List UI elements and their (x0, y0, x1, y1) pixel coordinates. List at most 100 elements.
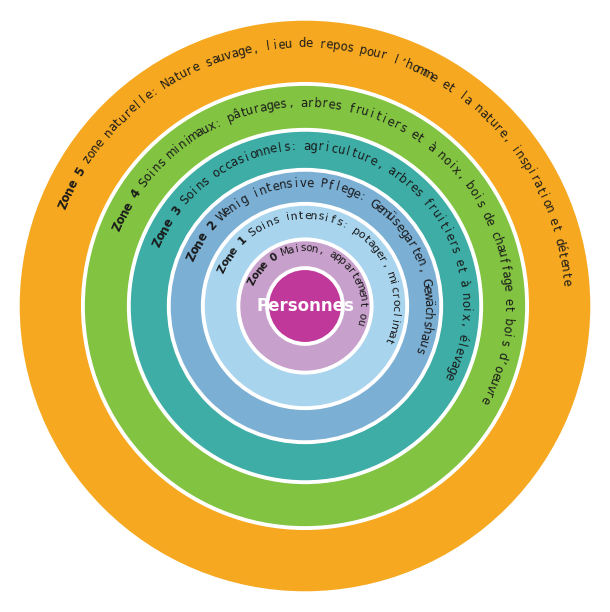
Text: m: m (376, 204, 393, 222)
Text: p: p (519, 160, 534, 173)
Text: r: r (404, 239, 418, 250)
Text: o: o (154, 230, 169, 242)
Text: u: u (199, 122, 212, 136)
Text: o: o (339, 40, 348, 54)
Text: t: t (445, 81, 456, 95)
Text: i: i (433, 214, 446, 224)
Text: o: o (355, 229, 367, 241)
Text: ü: ü (383, 210, 397, 225)
Text: t: t (407, 245, 422, 255)
Circle shape (203, 204, 407, 408)
Text: a: a (476, 106, 490, 121)
Text: r: r (481, 389, 495, 399)
Text: ’: ’ (398, 56, 407, 70)
Text: m: m (163, 144, 181, 162)
Text: n: n (357, 294, 368, 302)
Text: e: e (546, 216, 561, 227)
Text: n: n (254, 264, 266, 276)
Circle shape (239, 239, 371, 373)
Text: s: s (199, 174, 212, 188)
Text: :: : (357, 191, 367, 204)
Text: 0: 0 (268, 251, 280, 263)
Text: u: u (486, 116, 500, 130)
Text: a: a (492, 242, 506, 253)
Text: t: t (548, 224, 562, 233)
Text: i: i (536, 192, 550, 201)
Text: e: e (441, 370, 456, 382)
Text: z: z (81, 153, 95, 166)
Text: r: r (318, 140, 324, 154)
Text: 4: 4 (128, 187, 144, 201)
Text: Z: Z (217, 263, 229, 275)
Text: n: n (223, 251, 235, 263)
Text: s: s (317, 212, 324, 222)
Text: e: e (451, 345, 466, 356)
Text: g: g (500, 277, 513, 285)
Text: o: o (188, 244, 203, 256)
Text: r: r (425, 202, 438, 214)
Text: a: a (417, 332, 431, 341)
Text: a: a (229, 47, 240, 61)
Text: â: â (231, 108, 243, 122)
Text: i: i (183, 134, 193, 146)
Text: n: n (310, 211, 318, 222)
Text: o: o (500, 324, 514, 333)
Text: f: f (327, 179, 334, 193)
Text: i: i (499, 333, 512, 338)
Text: e: e (65, 177, 81, 191)
Text: i: i (470, 193, 483, 203)
Text: :: : (214, 116, 223, 130)
Text: c: c (330, 142, 339, 156)
Text: r: r (308, 97, 314, 110)
Text: d: d (298, 37, 306, 51)
Text: e: e (559, 278, 573, 286)
Text: l: l (392, 54, 400, 67)
Text: e: e (367, 154, 379, 169)
Text: e: e (121, 200, 136, 213)
Text: t: t (501, 306, 514, 311)
Text: t: t (454, 266, 467, 274)
Text: v: v (449, 352, 464, 363)
Text: l: l (133, 98, 143, 110)
Text: n: n (541, 203, 556, 215)
Text: p: p (358, 43, 368, 58)
Text: o: o (59, 191, 74, 204)
Text: é: é (553, 243, 568, 253)
Text: ,: , (454, 170, 467, 181)
Text: r: r (321, 97, 328, 111)
Text: t: t (265, 182, 273, 195)
Text: r: r (185, 64, 195, 78)
Text: e: e (406, 181, 420, 195)
Text: r: r (391, 168, 403, 182)
Text: r: r (345, 266, 356, 275)
Text: s: s (388, 215, 402, 229)
Text: s: s (396, 121, 408, 135)
Text: o: o (220, 257, 232, 269)
Text: i: i (294, 177, 298, 190)
Text: e: e (325, 39, 334, 52)
Text: t: t (482, 112, 494, 125)
Text: s: s (280, 97, 287, 111)
Text: e: e (556, 257, 570, 266)
Text: a: a (365, 238, 376, 250)
Text: n: n (265, 217, 275, 229)
Text: t: t (350, 147, 359, 161)
Text: a: a (447, 358, 462, 370)
Text: r: r (377, 255, 388, 264)
Text: s: s (203, 55, 214, 69)
Text: t: t (357, 302, 368, 306)
Text: r: r (391, 118, 401, 132)
Text: t: t (361, 234, 371, 245)
Text: Personnes: Personnes (256, 297, 354, 315)
Text: s: s (420, 319, 434, 327)
Text: e: e (410, 250, 425, 262)
Text: o: o (458, 300, 472, 307)
Text: g: g (444, 364, 459, 376)
Text: t: t (239, 106, 248, 120)
Text: e: e (501, 297, 514, 305)
Text: s: s (473, 198, 487, 209)
Text: s: s (285, 177, 293, 191)
Text: e: e (243, 43, 253, 58)
Text: u: u (415, 338, 429, 349)
Text: i: i (295, 244, 299, 254)
